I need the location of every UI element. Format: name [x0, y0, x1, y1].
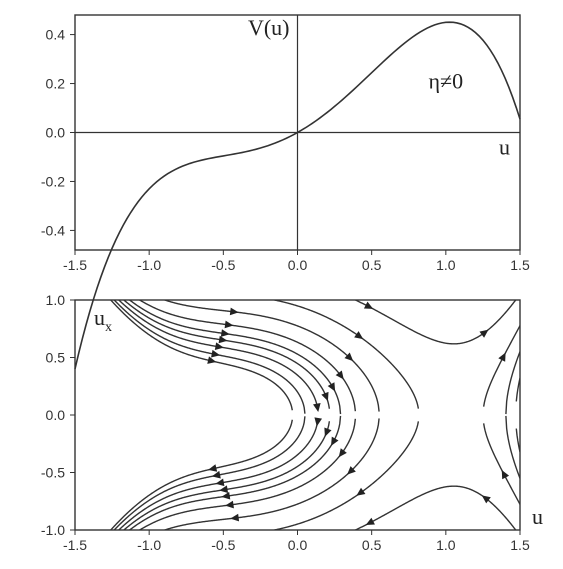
y-tick-label: 0.2 — [46, 76, 66, 92]
y-tick-label: -0.5 — [41, 465, 65, 481]
y-tick-label: -1.0 — [41, 522, 65, 538]
y-tick-label: 0.5 — [46, 350, 66, 366]
trajectory — [506, 352, 520, 414]
trajectory — [75, 422, 318, 569]
top-chart: -1.5 -1.0 -0.5 0.0 0.5 1.0 1.5 -0.4 -0.2 0.0 0.2 0.… — [41, 15, 530, 369]
arrowhead-icon — [482, 495, 491, 503]
arrowhead-icon — [221, 492, 230, 500]
trajectory — [75, 420, 292, 569]
x-tick-label: 1.5 — [510, 537, 530, 553]
arrowhead-icon — [328, 382, 335, 391]
x-axis-label: u — [499, 135, 510, 160]
y-tick-label: 1.0 — [46, 292, 66, 308]
trajectory — [506, 416, 520, 478]
arrowhead-icon — [230, 514, 239, 522]
y-tick-label: 0.0 — [46, 125, 66, 141]
x-tick-label: -1.5 — [63, 257, 87, 273]
arrowhead-icon — [339, 448, 347, 457]
y-tick-label: -0.4 — [41, 222, 65, 238]
x-tick-label: 0.0 — [288, 537, 308, 553]
y-axis-label: V(u) — [248, 15, 290, 40]
arrowhead-icon — [225, 321, 234, 329]
annotation-eta: η≠0 — [429, 68, 464, 93]
x-tick-label: 1.0 — [436, 537, 456, 553]
x-tick-label: 0.0 — [288, 257, 308, 273]
arrowhead-icon — [313, 403, 321, 412]
x-tick-label: 0.5 — [362, 257, 382, 273]
arrowhead-icon — [479, 330, 488, 338]
x-tick-label: 1.0 — [436, 257, 456, 273]
arrowhead-icon — [215, 342, 224, 350]
y-tick-label: 0.0 — [46, 407, 66, 423]
arrowhead-icon — [208, 464, 217, 472]
arrowhead-icon — [221, 329, 230, 337]
trajectory — [75, 486, 520, 569]
arrowhead-icon — [215, 479, 224, 487]
arrowhead-icon — [207, 356, 216, 364]
plot-border — [75, 300, 520, 530]
y-axis-label: ux — [94, 305, 112, 335]
arrowhead-icon — [230, 308, 239, 316]
y-tick-label: 0.4 — [46, 27, 66, 43]
arrowhead-icon — [219, 485, 228, 493]
trajectory — [75, 416, 305, 569]
arrowhead-icon — [225, 501, 234, 509]
x-tick-label: -0.5 — [211, 537, 235, 553]
arrowhead-icon — [314, 417, 322, 426]
x-tick-label: 1.5 — [510, 257, 530, 273]
arrowhead-icon — [356, 488, 365, 496]
x-axis-label: u — [532, 504, 543, 529]
x-tick-label: -1.5 — [63, 537, 87, 553]
arrowhead-icon — [211, 350, 220, 358]
arrowhead-icon — [212, 471, 221, 479]
arrowhead-icon — [354, 331, 363, 339]
arrowhead-icon — [219, 336, 228, 344]
x-tick-label: -1.0 — [137, 537, 161, 553]
x-tick-label: -1.0 — [137, 257, 161, 273]
x-tick-label: 0.5 — [362, 537, 382, 553]
y-tick-label: -0.2 — [41, 173, 65, 189]
x-tick-label: -0.5 — [211, 257, 235, 273]
